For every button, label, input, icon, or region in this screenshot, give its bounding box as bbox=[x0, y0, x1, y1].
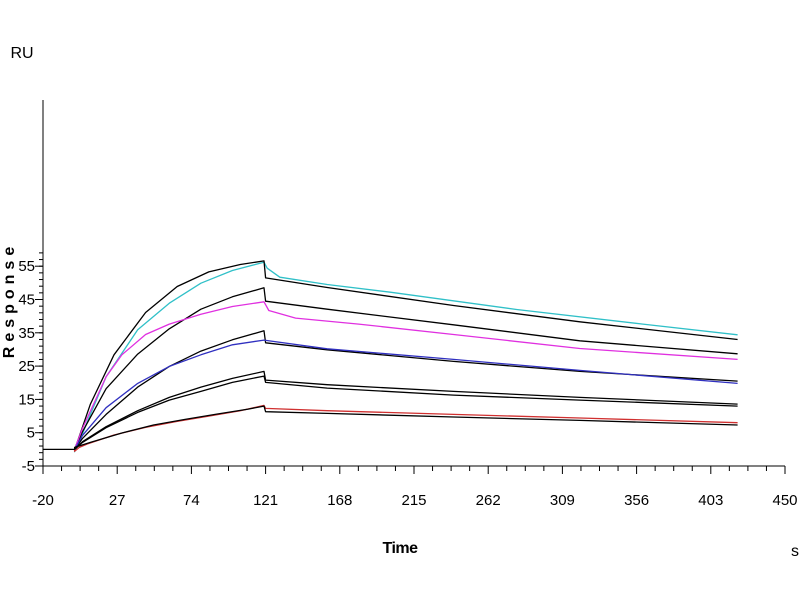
series-line-6 bbox=[74, 339, 738, 450]
series-line-3 bbox=[74, 287, 738, 450]
x-tick-label: 262 bbox=[476, 492, 501, 509]
axis-labels: RU s Time Response bbox=[1, 45, 799, 560]
x-tick-label: 403 bbox=[698, 492, 723, 509]
y-tick-label: -5 bbox=[22, 458, 35, 475]
y-axis-title: Response bbox=[1, 242, 18, 358]
x-axis-title: Time bbox=[382, 540, 418, 557]
series-line-10 bbox=[43, 405, 738, 451]
y-tick-label: 45 bbox=[18, 292, 35, 309]
y-tick-label: 5 bbox=[27, 425, 35, 442]
series-line-4 bbox=[73, 301, 738, 450]
x-tick-label: 215 bbox=[401, 492, 426, 509]
series-line-8 bbox=[74, 375, 738, 450]
x-tick-label: 74 bbox=[183, 492, 200, 509]
series-line-9 bbox=[73, 404, 738, 452]
series-lines bbox=[43, 260, 738, 453]
x-tick-label: 27 bbox=[109, 492, 126, 509]
y-tick-label: 55 bbox=[18, 258, 35, 275]
x-unit-label: s bbox=[791, 543, 799, 560]
y-unit-label: RU bbox=[10, 45, 33, 62]
series-line-2 bbox=[73, 260, 738, 450]
x-tick-label: 356 bbox=[624, 492, 649, 509]
x-tick-label: 168 bbox=[327, 492, 352, 509]
axes: -5 5 15 25 35 45 55 -20 27 74 121 168 215 262 309 356 40… bbox=[18, 100, 798, 509]
y-tick-label: 15 bbox=[18, 391, 35, 408]
x-tick-label: 121 bbox=[253, 492, 278, 509]
x-tick-label: 450 bbox=[772, 492, 797, 509]
x-tick-label: 309 bbox=[550, 492, 575, 509]
x-tick-label: -20 bbox=[32, 492, 54, 509]
series-line-5 bbox=[74, 330, 738, 450]
series-line-7 bbox=[74, 370, 738, 450]
y-tick-label: 25 bbox=[18, 358, 35, 375]
y-tick-label: 35 bbox=[18, 325, 35, 342]
